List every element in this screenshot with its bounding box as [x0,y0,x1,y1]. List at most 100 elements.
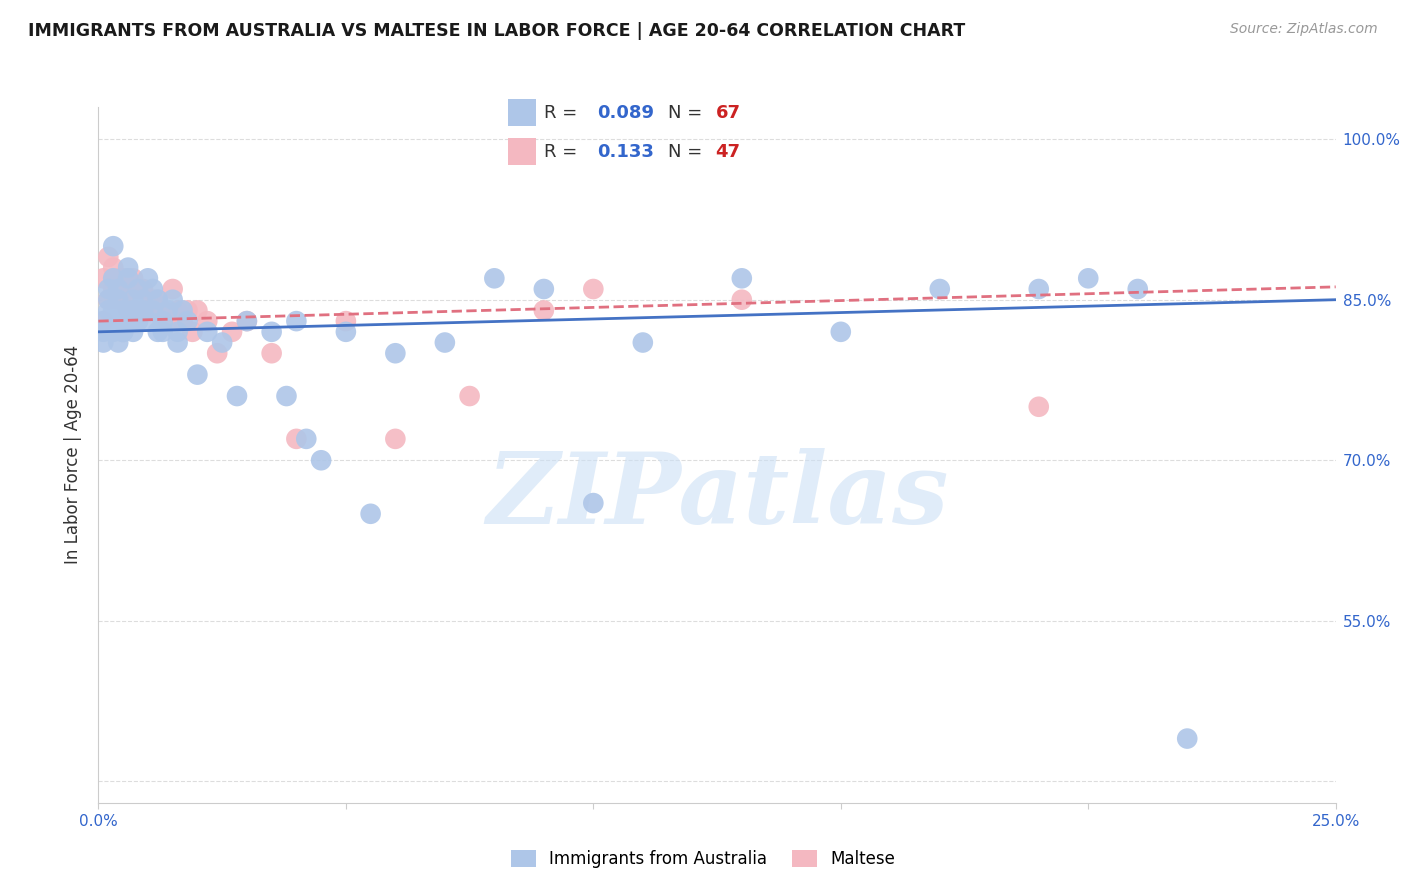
Point [142,282,165,296]
Point [122,271,145,285]
Point [146,325,169,339]
Point [236,314,259,328]
Point [226,389,249,403]
Text: N =: N = [668,143,702,161]
Text: Source: ZipAtlas.com: Source: ZipAtlas.com [1230,22,1378,37]
Point [107,314,129,328]
Point [107,335,129,350]
Point [236,314,259,328]
Point [112,325,135,339]
Point [103,271,125,285]
Point [112,303,135,318]
Point [458,389,481,403]
Point [152,303,174,318]
Y-axis label: In Labor Force | Age 20-64: In Labor Force | Age 20-64 [65,345,83,565]
Point [384,432,406,446]
Point [97,282,120,296]
Point [122,282,145,296]
Point [156,303,179,318]
Point [285,314,308,328]
Point [146,293,169,307]
Point [142,303,165,318]
Point [107,293,129,307]
Point [176,314,198,328]
Point [186,368,208,382]
Point [582,282,605,296]
Point [136,314,159,328]
Text: 0.133: 0.133 [598,143,654,161]
Point [136,303,159,318]
Point [117,260,139,275]
Text: IMMIGRANTS FROM AUSTRALIA VS MALTESE IN LABOR FORCE | AGE 20-64 CORRELATION CHAR: IMMIGRANTS FROM AUSTRALIA VS MALTESE IN … [28,22,966,40]
Point [127,314,149,328]
Point [1077,271,1099,285]
Point [582,496,605,510]
Point [211,335,233,350]
Point [122,303,145,318]
Point [117,314,139,328]
Bar [508,138,536,165]
Point [1028,282,1050,296]
Point [830,325,852,339]
Point [309,453,332,467]
Point [132,303,155,318]
Point [335,325,357,339]
Point [122,303,145,318]
Point [117,282,139,296]
Point [93,314,115,328]
Point [103,282,125,296]
Point [127,282,149,296]
Point [107,282,129,296]
Point [97,303,120,318]
Point [152,314,174,328]
Point [112,325,135,339]
Text: ZIPatlas: ZIPatlas [486,449,948,545]
Point [1126,282,1149,296]
Point [260,325,283,339]
Point [205,346,228,360]
Point [221,325,243,339]
Point [93,335,115,350]
Point [112,293,135,307]
Point [122,293,145,307]
Point [136,271,159,285]
Point [631,335,654,350]
Text: R =: R = [544,143,578,161]
Point [127,282,149,296]
Point [107,271,129,285]
Legend: Immigrants from Australia, Maltese: Immigrants from Australia, Maltese [505,843,901,875]
Point [107,293,129,307]
Point [156,314,179,328]
Text: 47: 47 [716,143,741,161]
Point [117,271,139,285]
Point [335,314,357,328]
Point [195,325,218,339]
Text: 0.089: 0.089 [598,104,655,122]
Text: 67: 67 [716,104,741,122]
Point [186,303,208,318]
Point [484,271,506,285]
Point [103,260,125,275]
Point [731,271,754,285]
Point [285,432,308,446]
Point [93,325,115,339]
Point [122,325,145,339]
Point [433,335,456,350]
Point [132,282,155,296]
Point [93,271,115,285]
Text: N =: N = [668,104,702,122]
Point [533,303,555,318]
Point [117,271,139,285]
Point [384,346,406,360]
Point [112,271,135,285]
Point [97,293,120,307]
Point [103,303,125,318]
Point [93,314,115,328]
Point [166,325,188,339]
Point [166,303,188,318]
Point [97,293,120,307]
Point [152,325,174,339]
Point [142,293,165,307]
Point [176,303,198,318]
Point [162,282,184,296]
